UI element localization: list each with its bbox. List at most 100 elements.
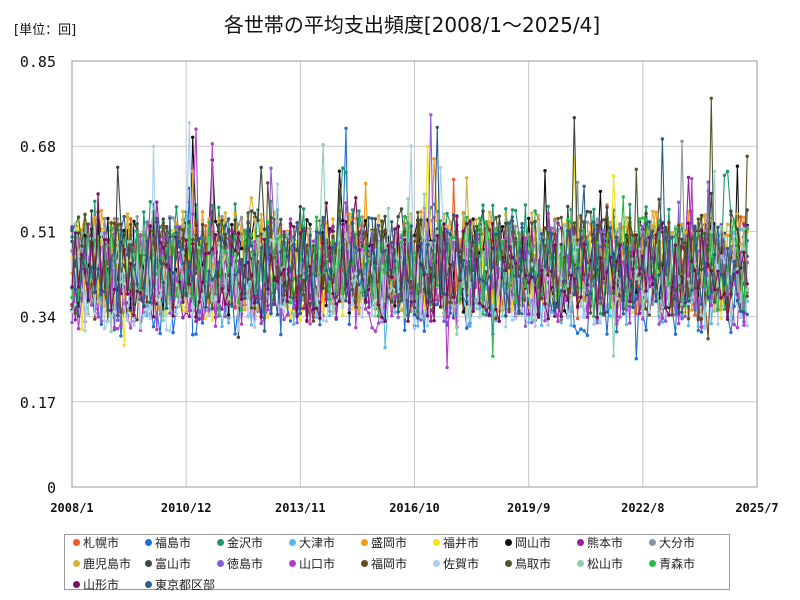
data-point — [233, 305, 237, 309]
data-point — [631, 310, 635, 315]
data-point — [70, 227, 74, 231]
data-point — [677, 250, 681, 254]
data-point — [249, 323, 254, 327]
data-point — [129, 243, 133, 247]
data-point — [298, 231, 302, 236]
data-point — [719, 296, 723, 300]
data-point — [448, 300, 453, 304]
legend-item: 鳥取市 — [505, 553, 577, 574]
data-point — [347, 212, 351, 216]
data-point — [334, 288, 338, 292]
data-point — [650, 230, 655, 234]
legend: 札幌市 福島市 金沢市 大津市 盛岡市 福井市 岡山市 熊本市 大分市 鹿児島市 富山市 徳島市 山口市… — [64, 534, 730, 592]
data-point — [301, 207, 306, 211]
data-point — [412, 327, 417, 331]
data-point — [543, 264, 547, 269]
data-point — [419, 315, 423, 319]
data-point — [181, 316, 185, 320]
data-point — [367, 287, 371, 292]
data-point — [425, 145, 430, 149]
data-point — [161, 224, 165, 228]
data-point — [132, 313, 136, 317]
data-point — [745, 288, 749, 292]
data-point — [373, 314, 378, 318]
data-point — [204, 224, 208, 228]
data-point — [354, 326, 358, 330]
data-point — [680, 317, 684, 321]
data-point — [497, 278, 501, 283]
data-point — [223, 211, 227, 215]
data-point — [253, 211, 257, 215]
data-point — [70, 302, 74, 307]
data-point — [465, 176, 469, 180]
data-point — [673, 312, 678, 317]
data-point — [729, 319, 733, 323]
data-point — [693, 313, 697, 317]
data-point — [471, 309, 475, 313]
data-point — [572, 324, 576, 328]
data-point — [269, 311, 273, 316]
data-point — [677, 223, 681, 228]
data-point — [102, 326, 107, 331]
data-point — [605, 332, 609, 336]
data-point — [207, 269, 211, 273]
data-point — [533, 219, 537, 224]
data-point — [611, 263, 616, 268]
data-point — [266, 226, 270, 230]
data-point — [151, 144, 156, 149]
data-point — [239, 297, 244, 302]
data-point — [504, 239, 508, 244]
data-point — [468, 222, 472, 226]
data-point — [288, 269, 293, 273]
data-point — [390, 300, 394, 304]
data-point — [200, 317, 205, 321]
data-point — [318, 231, 322, 235]
data-point — [171, 232, 175, 236]
data-point — [341, 305, 345, 309]
data-point — [699, 330, 704, 334]
data-point — [292, 225, 296, 229]
data-point — [148, 316, 152, 321]
data-point — [292, 276, 296, 281]
legend-marker — [505, 559, 512, 567]
data-point — [513, 274, 518, 278]
data-point — [690, 237, 694, 241]
data-point — [363, 181, 368, 186]
x-tick-label: 2010/12 — [161, 501, 212, 515]
data-point — [70, 295, 74, 299]
data-point — [138, 234, 143, 238]
legend-item: 徳島市 — [217, 553, 289, 574]
data-point — [527, 280, 531, 285]
data-point — [207, 313, 211, 318]
data-point — [73, 221, 78, 226]
data-point — [406, 197, 410, 201]
data-point — [135, 222, 139, 226]
data-point — [559, 215, 563, 220]
data-point — [373, 266, 378, 271]
data-point — [161, 262, 165, 266]
data-point — [187, 282, 192, 286]
data-point — [279, 250, 283, 254]
data-point — [650, 282, 655, 287]
data-point — [269, 253, 273, 257]
data-point — [637, 287, 642, 291]
data-point — [318, 273, 322, 277]
data-point — [556, 304, 560, 308]
data-point — [422, 317, 426, 321]
data-point — [650, 209, 655, 214]
data-point — [624, 322, 629, 327]
data-point — [543, 302, 547, 306]
data-point — [699, 267, 704, 272]
data-point — [109, 257, 113, 262]
data-point — [530, 246, 534, 251]
data-point — [122, 343, 126, 347]
data-point — [155, 297, 159, 301]
data-point — [631, 237, 635, 241]
data-point — [350, 279, 355, 283]
data-point — [399, 293, 404, 297]
data-point — [129, 308, 133, 313]
data-point — [341, 243, 345, 247]
data-point — [510, 208, 515, 212]
data-point — [354, 277, 358, 282]
data-point — [125, 253, 130, 257]
